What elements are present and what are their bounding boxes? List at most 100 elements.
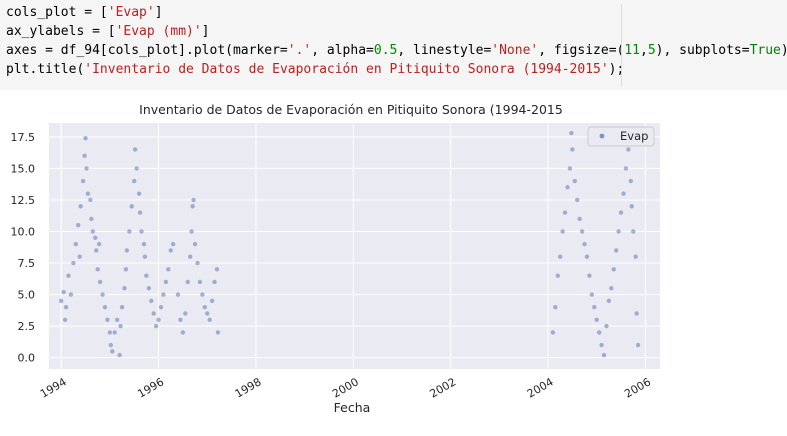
data-point [127,229,132,234]
data-point [197,279,203,285]
legend-label: Evap [620,129,648,143]
data-point [187,254,193,259]
data-point [635,342,641,348]
data-point [634,311,639,316]
data-point [131,178,137,184]
grid [49,123,660,369]
data-point [110,349,115,354]
data-point [146,286,152,291]
y-tick-labels: 0.0 2.5 5.0 7.5 10.0 12.5 15.0 17.5 [11,131,36,365]
data-point [97,279,103,285]
data-point [102,304,108,310]
data-point [94,248,99,253]
code-cell[interactable]: cols_plot = ['Evap'] ax_ylabels = ['Evap … [0,0,787,90]
data-point [631,229,636,234]
data-point [151,311,156,316]
data-point [123,267,129,272]
data-point [633,254,638,259]
data-point [139,229,144,234]
code-token: , alpha= [311,43,374,58]
code-token: ] [201,24,210,39]
data-point [107,330,113,335]
code-token: , linestyle= [397,43,492,58]
data-point [63,304,69,310]
data-point [100,292,105,297]
data-point [570,147,575,152]
data-point [88,197,93,203]
legend: Evap [587,126,655,147]
editor-ruler [621,4,622,86]
data-point [80,178,86,184]
data-point [621,191,626,196]
data-point [122,286,127,291]
data-point [105,317,110,322]
data-point [168,248,173,253]
data-point [58,298,64,304]
code-token: ax_ylabels = [ [6,24,116,39]
data-point [601,352,607,358]
data-point [77,254,82,259]
data-point [195,260,200,266]
data-point [84,166,89,171]
y-tick-label: 12.5 [11,194,36,207]
data-point [550,330,556,335]
data-point [604,323,609,329]
y-tick-label: 2.5 [18,320,36,333]
data-point [178,317,183,322]
data-point [83,135,88,141]
data-point [142,254,148,259]
data-point [76,222,81,228]
data-point [153,323,159,329]
x-tick-label: 2006 [622,375,653,400]
x-tick-label: 2000 [330,375,361,400]
data-point [78,204,83,209]
code-token: 'Inventario de Datos de Evaporación en P… [84,62,609,77]
data-point [82,153,87,158]
data-point [207,317,212,322]
data-point [114,317,120,322]
data-point [569,130,574,136]
chart-title: Inventario de Datos de Evaporación en Pi… [139,102,563,117]
data-point [93,235,98,240]
data-points [58,130,641,358]
data-point [567,166,573,171]
data-point [61,289,66,295]
data-point [190,204,195,209]
data-point [215,330,221,335]
data-point [185,279,190,285]
code-editor[interactable]: cols_plot = ['Evap'] ax_ylabels = ['Evap … [6,3,787,79]
data-point [85,191,91,196]
data-point [562,210,568,215]
data-point [572,178,578,184]
x-axis-label: Fecha [334,400,371,415]
y-tick-label: 17.5 [11,131,36,144]
code-token: 11 [624,43,640,58]
data-point [137,210,143,215]
y-tick-label: 10.0 [11,225,36,238]
x-tick-label: 1998 [233,375,264,400]
y-tick-label: 5.0 [18,289,36,302]
data-point [90,229,96,234]
data-point [136,191,142,196]
y-tick-label: 7.5 [18,257,36,270]
data-point [95,267,100,272]
data-point [611,267,616,272]
data-point [141,241,147,247]
data-point [134,166,139,171]
evap-scatter-chart: 0.02.55.07.510.012.515.017.5 1994 1996 199… [11,102,660,415]
data-point [200,292,205,297]
data-point [89,216,94,222]
data-point [626,147,631,152]
data-point [166,267,171,272]
data-point [108,342,114,348]
data-point [149,298,154,304]
x-tick-label: 1996 [135,375,166,400]
data-point [205,311,210,316]
code-line: axes = df_94[cols_plot].plot(marker='.',… [6,41,787,60]
data-point [183,311,188,316]
data-point [192,241,198,247]
x-tick-label: 2004 [525,375,556,400]
code-token: 'None' [491,43,539,58]
code-line: cols_plot = ['Evap'] [6,3,787,22]
legend-marker [599,133,605,139]
